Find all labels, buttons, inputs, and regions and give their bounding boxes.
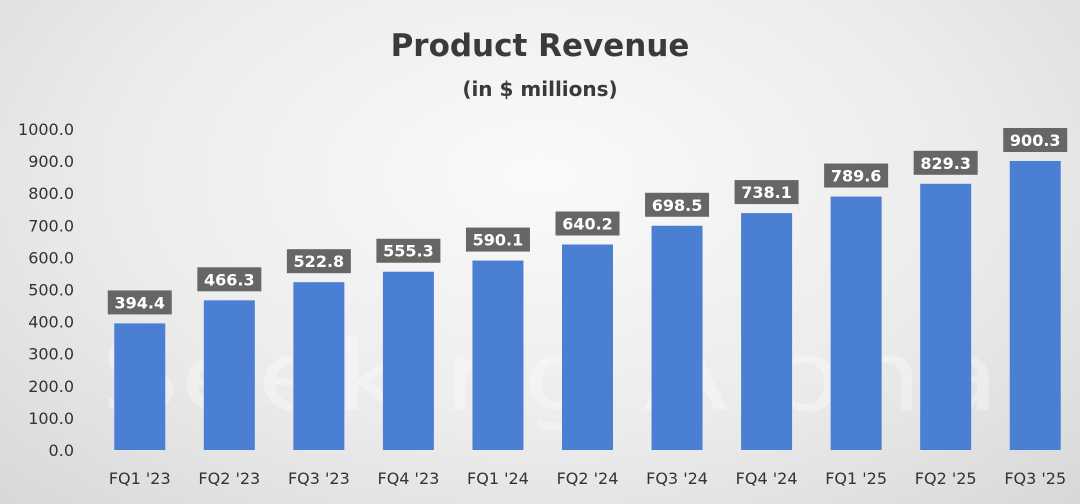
data-label-box: [465, 227, 530, 252]
y-tick-label: 800.0: [28, 184, 74, 203]
bar: [472, 260, 524, 450]
chart-title: Product Revenue: [391, 28, 690, 64]
y-tick-label: 400.0: [28, 313, 74, 332]
data-label-text: 900.3: [1010, 131, 1061, 150]
x-tick-label: FQ2 '23: [198, 469, 260, 488]
y-tick-label: 200.0: [28, 377, 74, 396]
y-tick-label: 1000.0: [18, 120, 74, 139]
x-tick-label: FQ4 '24: [736, 469, 798, 488]
x-tick-label: FQ1 '25: [825, 469, 887, 488]
bar: [920, 183, 972, 451]
x-tick-label: FQ4 '23: [377, 469, 439, 488]
bar: [382, 271, 434, 450]
bar: [741, 213, 793, 450]
chart-subtitle: (in $ millions): [462, 77, 617, 101]
bar: [203, 300, 255, 450]
x-tick-label: FQ3 '24: [646, 469, 708, 488]
x-tick-label: FQ1 '23: [109, 469, 171, 488]
x-tick-label: FQ3 '25: [1004, 469, 1066, 488]
data-label: 555.3: [376, 238, 441, 263]
data-label: 698.5: [645, 192, 710, 217]
y-tick-label: 100.0: [28, 409, 74, 428]
x-axis: FQ1 '23 FQ2 '23 FQ3 '23 FQ4 '23 FQ1 '24 FQ2 '…: [109, 469, 1066, 488]
data-label-box: [197, 267, 262, 292]
data-label-text: 698.5: [652, 196, 703, 215]
data-label-box: [1003, 128, 1068, 153]
data-label: 522.8: [286, 249, 351, 274]
y-tick-label: 500.0: [28, 281, 74, 300]
data-label-text: 394.4: [114, 293, 165, 312]
data-label-box: [376, 238, 441, 263]
x-tick-label: FQ2 '24: [557, 469, 619, 488]
y-tick-label: 300.0: [28, 345, 74, 364]
data-label: 900.3: [1003, 128, 1068, 153]
data-label-box: [286, 249, 351, 274]
data-label-text: 789.6: [831, 167, 882, 186]
data-label: 590.1: [465, 227, 530, 252]
data-label: 640.2: [555, 211, 620, 236]
data-label: 789.6: [824, 163, 889, 188]
data-label-box: [913, 150, 978, 175]
bar: [1009, 161, 1061, 450]
data-label: 738.1: [734, 180, 799, 205]
data-labels: 394.4 466.3 522.8 555.3 590.1 640.2 698.5 738.1…: [107, 128, 1068, 315]
data-label: 466.3: [197, 267, 262, 292]
bar: [562, 244, 613, 450]
bar: [830, 196, 882, 450]
bar: [651, 225, 703, 450]
y-tick-label: 600.0: [28, 248, 74, 267]
data-label: 829.3: [913, 150, 978, 175]
data-label-text: 590.1: [473, 231, 524, 250]
data-label-box: [555, 211, 620, 236]
x-tick-label: FQ2 '25: [915, 469, 977, 488]
data-label-box: [107, 290, 172, 315]
data-label-text: 640.2: [562, 214, 613, 233]
data-label-text: 555.3: [383, 242, 434, 261]
y-tick-label: 900.0: [28, 152, 74, 171]
data-label-text: 738.1: [741, 183, 792, 202]
data-label: 394.4: [107, 290, 172, 315]
bar: [293, 282, 345, 450]
bars: [114, 161, 1061, 451]
y-axis: 0.0 100.0 200.0 300.0 400.0 500.0 600.0 700.0 80…: [18, 120, 74, 460]
x-tick-label: FQ1 '24: [467, 469, 529, 488]
data-label-box: [645, 192, 710, 217]
y-tick-label: 0.0: [49, 441, 74, 460]
data-label-box: [734, 180, 799, 205]
x-tick-label: FQ3 '23: [288, 469, 350, 488]
bar: [114, 323, 166, 450]
y-tick-label: 700.0: [28, 216, 74, 235]
data-label-text: 522.8: [294, 252, 345, 271]
data-label-text: 829.3: [920, 154, 971, 173]
data-label-text: 466.3: [204, 270, 255, 289]
data-label-box: [824, 163, 889, 188]
